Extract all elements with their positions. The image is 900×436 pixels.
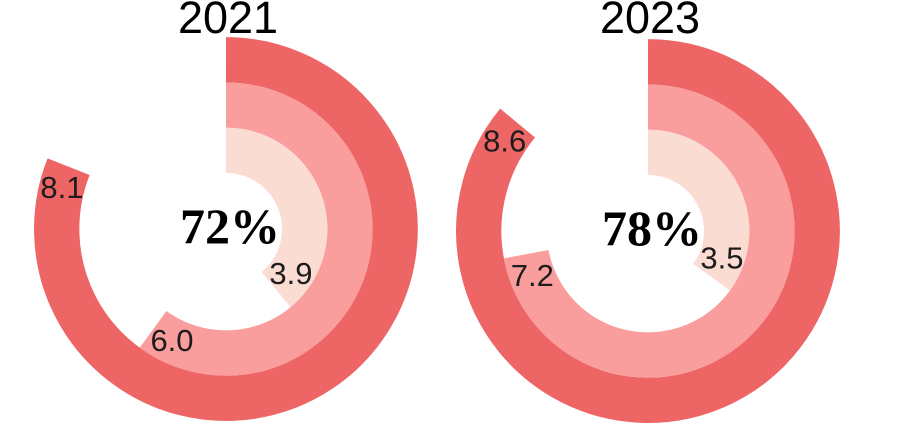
chart-center-percentage: 72% [180, 198, 280, 254]
ring-arc-inner [647, 129, 750, 291]
ring-value-label-middle: 7.2 [511, 258, 554, 293]
chart-center-percentage: 78% [602, 200, 702, 256]
radial-chart-2021: 8.1 6.0 3.9 2021 72% [34, 0, 418, 421]
ring-arc-outer [34, 37, 418, 421]
radial-chart-2023: 8.6 7.2 3.5 2023 78% [456, 0, 840, 423]
ring-arc-middle [139, 82, 373, 376]
ring-arc-inner [225, 127, 328, 308]
ring-value-label-middle: 6.0 [150, 323, 193, 358]
ring-arc-middle [503, 84, 795, 378]
ring-value-label-inner: 3.9 [269, 256, 312, 291]
chart-title: 2021 [178, 0, 278, 43]
ring-value-label-inner: 3.5 [700, 240, 743, 275]
ring-value-label-outer: 8.6 [483, 123, 526, 158]
chart-title: 2023 [600, 0, 700, 43]
ring-value-label-outer: 8.1 [40, 170, 83, 205]
ring-arc-outer [456, 39, 840, 423]
